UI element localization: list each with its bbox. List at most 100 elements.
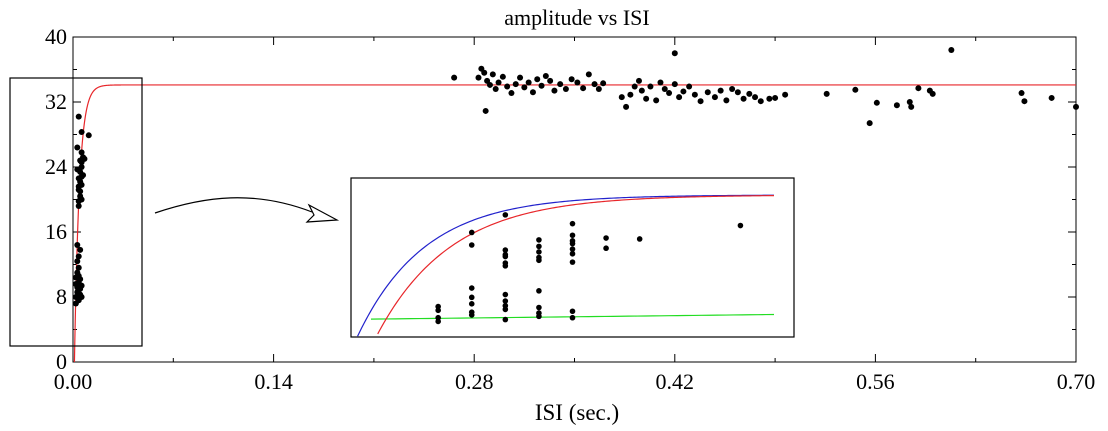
data-point xyxy=(782,91,789,98)
x-tick-label: 0.00 xyxy=(54,369,93,394)
data-point xyxy=(521,84,528,91)
inset-data-point xyxy=(502,291,509,298)
chart-title: amplitude vs ISI xyxy=(504,5,649,30)
data-point xyxy=(551,87,558,94)
data-point xyxy=(852,86,859,93)
inset-data-point xyxy=(435,307,441,314)
inset-data-point xyxy=(569,220,576,227)
data-point xyxy=(746,90,753,97)
data-point xyxy=(666,90,673,97)
data-point xyxy=(489,71,496,78)
data-point xyxy=(697,98,704,105)
data-point xyxy=(1073,103,1079,110)
data-point xyxy=(635,77,642,84)
data-point xyxy=(1021,98,1028,105)
x-axis-label: ISI (sec.) xyxy=(535,400,619,425)
inset-data-point xyxy=(502,212,509,218)
data-point xyxy=(75,297,82,304)
y-tick-label: 32 xyxy=(45,89,67,114)
data-point xyxy=(74,166,81,173)
data-point xyxy=(671,50,678,57)
data-point xyxy=(529,89,536,96)
data-point xyxy=(823,90,830,97)
inset-data-point xyxy=(536,310,542,316)
data-point xyxy=(78,149,85,156)
x-tick-label: 0.14 xyxy=(254,369,293,394)
y-tick-label: 8 xyxy=(56,284,67,309)
inset-data-point xyxy=(468,242,475,248)
data-point xyxy=(704,89,711,96)
data-point xyxy=(600,80,607,87)
data-point xyxy=(538,82,545,89)
data-point xyxy=(740,95,747,102)
data-point xyxy=(78,129,85,136)
data-point xyxy=(915,85,922,92)
data-point xyxy=(717,87,724,94)
data-point xyxy=(492,86,499,92)
data-point xyxy=(75,253,82,260)
y-tick-label: 40 xyxy=(45,24,67,49)
data-point xyxy=(81,155,88,162)
inset-data-point xyxy=(502,298,509,304)
data-point xyxy=(504,83,511,90)
data-point xyxy=(557,81,564,88)
inset-data-point xyxy=(502,253,509,260)
inset-data-point xyxy=(536,249,542,255)
data-point xyxy=(585,71,592,78)
data-point xyxy=(547,77,554,84)
inset-data-point xyxy=(737,222,744,229)
x-tick-label: 0.70 xyxy=(1057,369,1096,394)
data-point xyxy=(653,97,660,104)
data-point xyxy=(643,95,650,102)
inset-data-point xyxy=(569,308,576,315)
inset-data-point xyxy=(502,302,509,309)
data-point xyxy=(525,79,532,86)
data-point xyxy=(74,242,81,248)
data-point xyxy=(512,81,519,88)
data-point xyxy=(772,94,779,101)
data-point xyxy=(75,264,82,271)
data-point xyxy=(757,98,764,105)
inset-data-point xyxy=(536,288,542,294)
data-point xyxy=(766,95,773,102)
data-point xyxy=(568,76,575,83)
data-point xyxy=(908,103,915,110)
inset-data-point xyxy=(569,314,576,321)
data-point xyxy=(627,91,634,98)
data-point xyxy=(734,89,741,96)
inset-data-point xyxy=(468,229,475,236)
data-point xyxy=(78,196,85,203)
data-point xyxy=(691,91,698,98)
inset-data-point xyxy=(536,237,542,243)
data-point xyxy=(508,90,515,97)
inset-data-point xyxy=(468,294,475,301)
inset-data-point xyxy=(468,301,475,307)
inset-data-point xyxy=(435,314,441,321)
data-point xyxy=(75,186,82,193)
data-point xyxy=(680,88,687,95)
data-point xyxy=(77,246,84,253)
y-tick-label: 0 xyxy=(56,349,67,374)
data-point xyxy=(723,97,730,104)
data-point xyxy=(74,144,81,151)
data-point xyxy=(657,79,664,86)
data-point xyxy=(562,86,569,92)
inset-data-point xyxy=(502,316,509,323)
data-point xyxy=(482,107,489,114)
data-point xyxy=(591,81,598,88)
data-point xyxy=(75,203,82,209)
data-point xyxy=(671,81,678,88)
data-point xyxy=(75,113,82,120)
inset-data-point xyxy=(536,254,542,261)
inset-data-point xyxy=(569,238,576,244)
data-point xyxy=(77,276,84,283)
inset-data-point xyxy=(569,259,576,265)
data-point xyxy=(866,120,873,127)
fit-curve-red xyxy=(73,84,1076,362)
data-points xyxy=(72,47,1079,307)
inset-data-point xyxy=(468,285,475,291)
inset-data-point xyxy=(502,260,509,266)
inset-data-point xyxy=(569,232,576,239)
data-point xyxy=(495,79,502,86)
data-point xyxy=(711,94,718,101)
